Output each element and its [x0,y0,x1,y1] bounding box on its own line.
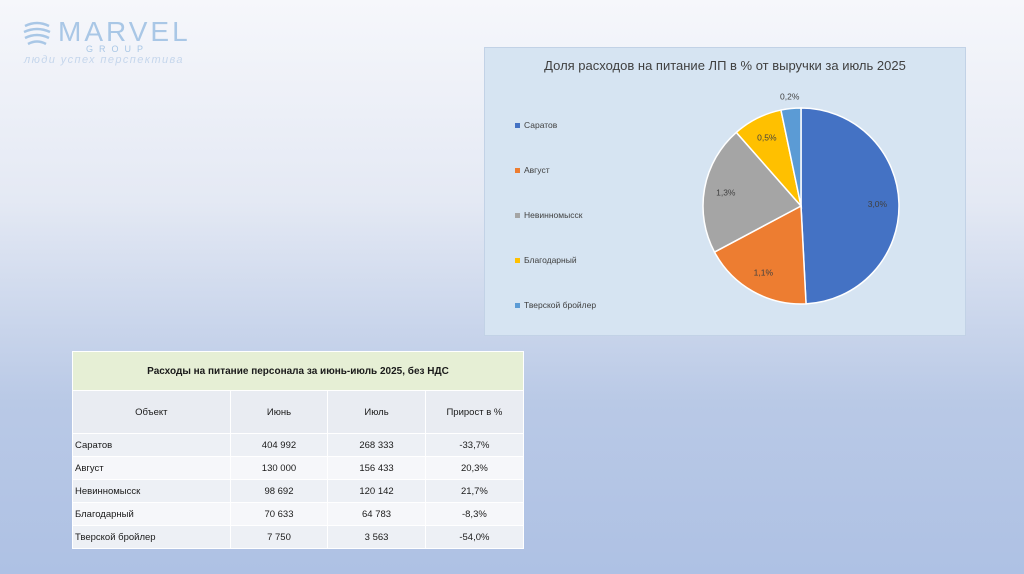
legend-item: Саратов [515,120,557,130]
cell-june: 70 633 [229,502,329,526]
legend-item: Август [515,165,550,175]
header-object: Объект [72,390,231,434]
table-row: Саратов 404 992 268 333 -33,7% [72,433,525,457]
pie-slice [713,204,807,305]
cell-june: 7 750 [229,525,329,549]
logo-tagline: люди успех перспектива [24,54,184,66]
legend-swatch [515,168,520,174]
legend-item: Тверской бройлер [515,300,596,310]
cell-july: 120 142 [327,479,426,503]
legend-label: Август [524,165,550,175]
cell-growth: -54,0% [424,525,525,549]
cell-growth: 20,3% [424,456,525,480]
table-title: Расходы на питание персонала за июнь-июл… [72,351,524,391]
pie-data-label: 3,0% [868,199,888,209]
cell-july: 3 563 [327,525,426,549]
legend-label: Благодарный [524,255,577,265]
legend-item: Благодарный [515,255,577,265]
legend-swatch [515,213,520,219]
logo-group: GROUP [86,44,150,54]
table-row: Благодарный 70 633 64 783 -8,3% [72,502,525,526]
header-june: Июнь [229,390,329,434]
cell-object: Август [72,456,231,480]
pie-slice [800,107,900,305]
chart-title: Доля расходов на питание ЛП в % от выруч… [544,58,906,73]
cell-object: Саратов [72,433,231,457]
cell-growth: 21,7% [424,479,525,503]
cell-growth: -33,7% [424,433,525,457]
logo-wave-icon [23,21,51,46]
cell-object: Благодарный [72,502,231,526]
cell-july: 64 783 [327,502,426,526]
cell-growth: -8,3% [424,502,525,526]
pie-chart-panel: Доля расходов на питание ЛП в % от выруч… [484,47,966,336]
header-growth: Прирост в % [424,390,525,434]
cell-object: Тверской бройлер [72,525,231,549]
cell-june: 404 992 [229,433,329,457]
cell-june: 130 000 [229,456,329,480]
pie-chart: 3,0% 1,1% 1,3% 0,5% 0,2% [702,92,900,305]
legend-swatch [515,303,520,309]
pie-data-label: 0,2% [780,92,800,102]
cell-july: 156 433 [327,456,426,480]
pie-data-label: 0,5% [757,133,777,143]
expenses-table: Расходы на питание персонала за июнь-июл… [72,351,525,549]
cell-july: 268 333 [327,433,426,457]
legend-label: Тверской бройлер [524,300,597,310]
legend-swatch [515,258,520,264]
legend-swatch [515,123,520,129]
header-july: Июль [327,390,426,434]
pie-slice [702,131,803,254]
pie-data-label: 1,3% [716,187,736,197]
cell-object: Невинномысск [72,479,231,503]
pie-slice [780,107,802,207]
legend-label: Невинномысск [524,210,583,220]
legend-item: Невинномысск [515,210,582,220]
table-header-row: Объект Июнь Июль Прирост в % [72,390,525,434]
logo-name: MARVEL [58,16,191,47]
marvel-logo: MARVEL GROUP люди успех перспектива [22,14,192,70]
table-row: Невинномысск 98 692 120 142 21,7% [72,479,525,503]
cell-june: 98 692 [229,479,329,503]
table-row: Тверской бройлер 7 750 3 563 -54,0% [72,525,525,549]
legend-label: Саратов [524,120,558,130]
pie-data-label: 1,1% [754,268,774,278]
expenses-table-wrap: Расходы на питание персонала за июнь-июл… [72,351,525,549]
table-row: Август 130 000 156 433 20,3% [72,456,525,480]
